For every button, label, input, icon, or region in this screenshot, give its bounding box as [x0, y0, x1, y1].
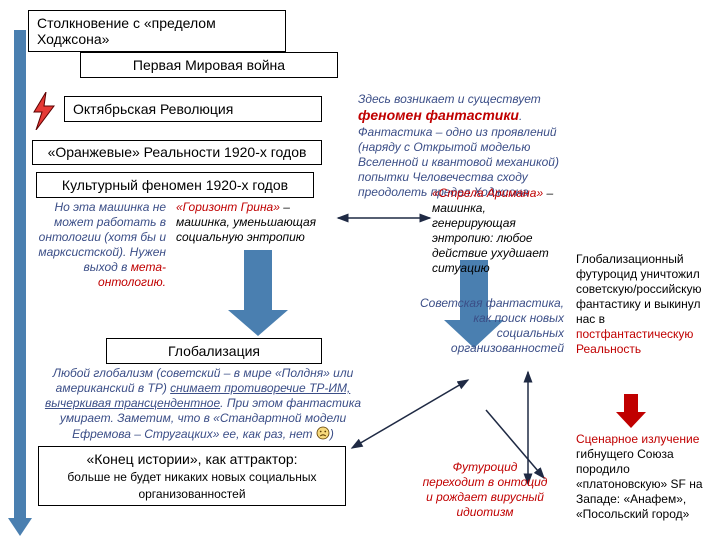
note-fantastika-hl: феномен фантастики — [358, 107, 519, 123]
note-scenario-hl: Сценарное излучение — [576, 432, 699, 446]
note-green-hl: «Горизонт Грина» — [176, 200, 280, 214]
note-scenario: Сценарное излучение гибнущего Союза поро… — [576, 432, 716, 522]
box-orange-text: «Оранжевые» Реальности 1920-х годов — [48, 144, 307, 160]
arrow-left-down-icon — [8, 30, 32, 536]
note-futurocide: Футуроцид переходит в онтоцид и рождает … — [420, 460, 550, 520]
note-sovfant-text: Советская фантастика, как поиск новых со… — [420, 296, 564, 355]
arrow-green-down-icon — [228, 250, 288, 336]
note-futurocide-post: и рождает вирусный идиотизм — [426, 490, 544, 519]
note-ariman: «Стрела Аримана» – машинка, генерирующая… — [432, 186, 562, 276]
box-culture: Культурный феномен 1920-х годов — [36, 172, 314, 198]
note-fantastika-pre: Здесь возникает и существует — [358, 92, 541, 106]
box-endhist-title: «Конец истории», как аттрактор: — [86, 451, 297, 467]
note-fantastika: Здесь возникает и существует феномен фан… — [358, 92, 588, 200]
box-ww1: Первая Мировая война — [80, 52, 338, 78]
note-globalism-post2: ) — [330, 427, 334, 441]
box-global-text: Глобализация — [168, 343, 260, 359]
note-globalfut: Глобализационный футуроцид уничтожил сов… — [576, 252, 716, 357]
box-hodgson-text: Столкновение с «пределом Ходжсона» — [37, 15, 216, 47]
note-green: «Горизонт Грина» – машинка, уменьшающая … — [176, 200, 334, 245]
note-globalism: Любой глобализм (советский – в мире «Пол… — [38, 366, 368, 444]
box-ww1-text: Первая Мировая война — [133, 57, 285, 73]
note-futurocide-hl: онтоцид — [497, 475, 547, 489]
box-endhist: «Конец истории», как аттрактор: больше н… — [38, 446, 346, 506]
sad-face-icon — [316, 426, 330, 444]
note-ariman-hl: «Стрела Аримана» — [432, 186, 543, 200]
box-october-text: Октябрьская Революция — [73, 101, 233, 117]
box-october: Октябрьская Революция — [64, 96, 322, 122]
box-orange: «Оранжевые» Реальности 1920-х годов — [32, 140, 322, 165]
note-globalfut-pre: Глобализационный футуроцид уничтожил сов… — [576, 252, 702, 326]
arrow-dbl-d-icon — [352, 380, 468, 448]
note-sovfant: Советская фантастика, как поиск новых со… — [412, 296, 564, 356]
lightning-icon — [30, 92, 58, 130]
box-culture-text: Культурный феномен 1920-х годов — [62, 177, 288, 193]
box-endhist-sub: больше не будет никаких новых социальных… — [67, 470, 316, 501]
arrow-scenario-down-icon — [616, 394, 646, 428]
box-hodgson: Столкновение с «пределом Ходжсона» — [28, 10, 286, 52]
note-scenario-post: гибнущего Союза породило «платоновскую» … — [576, 447, 703, 521]
note-ontology: Но эта машинка не может работать в онтол… — [32, 200, 166, 290]
note-globalfut-hl: постфантастическую Реальность — [576, 327, 693, 356]
box-global: Глобализация — [106, 338, 322, 364]
